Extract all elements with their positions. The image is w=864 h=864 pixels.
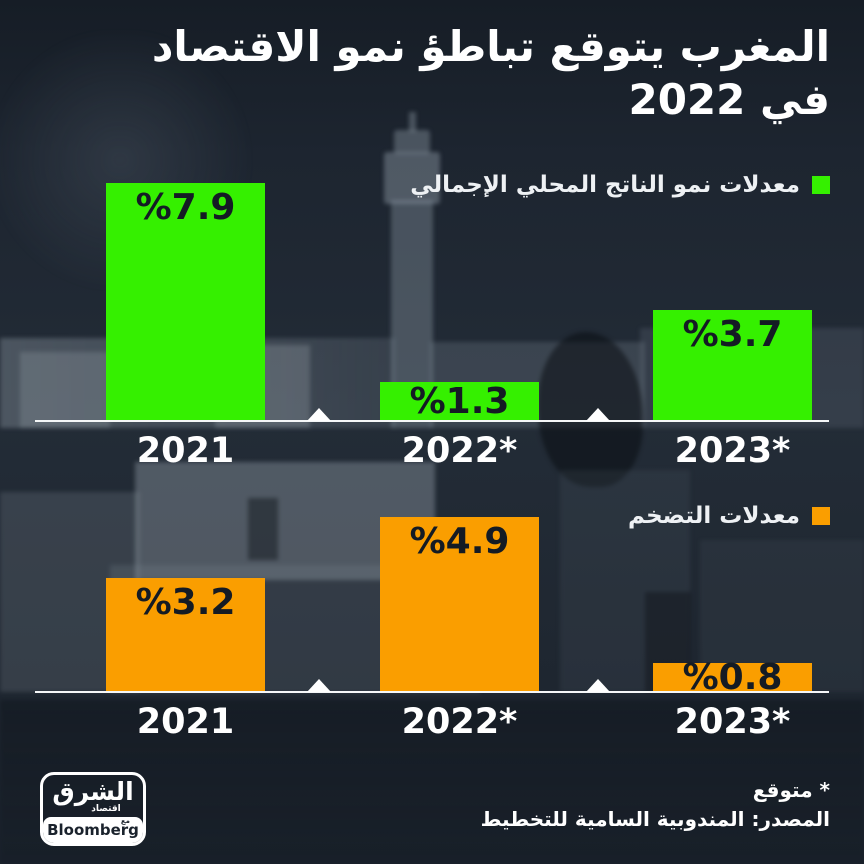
page-title-line2: في 2022	[628, 75, 830, 125]
legend-inflation: معدلات التضخم	[628, 503, 830, 529]
bloomberg-strip: Bloomberg مع	[43, 817, 143, 843]
asharq-bloomberg-logo: الشرق اقتصاد Bloomberg مع	[40, 772, 146, 846]
bar-2022*: %4.9	[380, 517, 539, 692]
bar-value-label: %3.2	[135, 582, 236, 623]
bg-dark-window	[248, 498, 278, 560]
x-axis-label-2021: 2021	[136, 431, 235, 471]
axis-marker-triangle	[586, 679, 610, 692]
page-title: المغرب يتوقع تباطؤ نمو الاقتصاد في 2022	[34, 20, 831, 127]
axis-marker-triangle	[586, 408, 610, 421]
source-note: المصدر: المندوبية السامية للتخطيط	[480, 807, 830, 831]
bar-2023*: %3.7	[653, 310, 812, 421]
asharq-wordmark: الشرق	[52, 776, 134, 806]
bar-2022*: %1.3	[380, 382, 539, 421]
bg-building-right	[560, 470, 690, 692]
gdp-chart-axis-line	[35, 420, 829, 422]
x-axis-label-2022*: 2022*	[401, 431, 518, 471]
asharq-sub-wordmark: اقتصاد	[91, 803, 121, 814]
axis-marker-triangle	[307, 679, 331, 692]
bar-value-label: %7.9	[135, 187, 236, 228]
bar-value-label: %3.7	[682, 314, 783, 355]
bar-2021: %7.9	[106, 183, 265, 421]
bar-2021: %3.2	[106, 578, 265, 692]
x-axis-label-2023*: 2023*	[674, 431, 791, 471]
forecast-note: * متوقع	[752, 778, 830, 802]
bar-2023*: %0.8	[653, 659, 812, 695]
x-axis-label-2021: 2021	[136, 702, 235, 742]
bg-city-left-block	[20, 352, 110, 428]
axis-marker-triangle	[307, 408, 331, 421]
legend-label-gdp: معدلات نمو الناتج المحلي الإجمالي	[410, 172, 800, 198]
bg-minaret-lantern-silhouette	[384, 152, 440, 204]
bloomberg-wordmark: Bloomberg	[47, 820, 139, 839]
footer-notes: * متوقع المصدر: المندوبية السامية للتخطي…	[481, 776, 830, 834]
bar-value-label: %4.9	[409, 521, 510, 562]
legend-swatch-green	[812, 176, 830, 194]
legend-gdp-growth: معدلات نمو الناتج المحلي الإجمالي	[410, 172, 830, 198]
bg-minaret-cap-silhouette	[394, 130, 430, 154]
bar-value-label: %1.3	[409, 380, 510, 422]
bloomberg-small-arabic: مع	[120, 817, 130, 825]
x-axis-label-2023*: 2023*	[674, 702, 791, 742]
inflation-chart-axis-line	[35, 691, 829, 693]
legend-label-inflation: معدلات التضخم	[628, 503, 800, 529]
bar-value-label: %0.8	[682, 656, 783, 698]
asharq-wordmark-block: الشرق اقتصاد	[43, 775, 143, 817]
x-axis-label-2022*: 2022*	[401, 702, 518, 742]
bg-minaret-finial-silhouette	[409, 112, 416, 132]
page-title-line1: المغرب يتوقع تباطؤ نمو الاقتصاد	[151, 22, 831, 71]
legend-swatch-orange	[812, 507, 830, 525]
